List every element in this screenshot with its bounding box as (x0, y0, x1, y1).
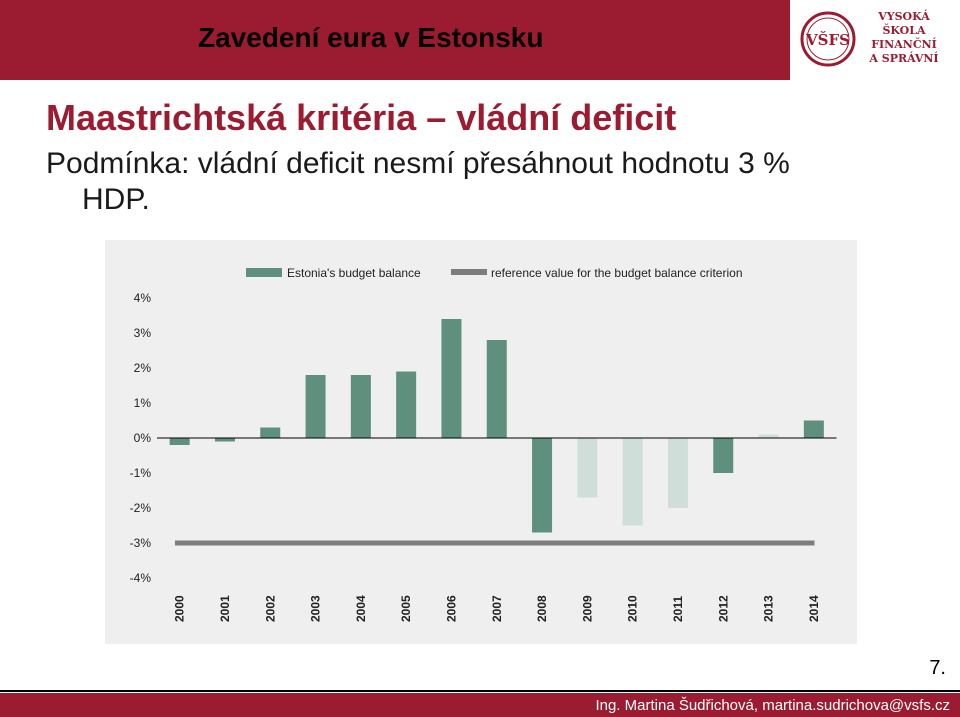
x-tick-label: 2008 (535, 595, 549, 622)
x-tick-label: 2009 (580, 595, 594, 622)
x-tick-label: 2002 (263, 595, 277, 622)
bar-2013 (758, 434, 779, 438)
chart-svg: Estonia's budget balance reference value… (130, 266, 837, 622)
slide-subtitle: Podmínka: vládní deficit nesmí přesáhnou… (46, 146, 866, 218)
bar-2008 (532, 438, 553, 533)
y-tick-label: 2% (134, 361, 152, 375)
bar-2010 (622, 438, 643, 526)
header-bar (0, 0, 790, 80)
subtitle-line-2: HDP. (82, 183, 150, 216)
page-number: 7. (929, 657, 946, 679)
y-tick-label: 0% (134, 431, 152, 445)
logo-text: VYSOKÁ ŠKOLA FINANČNÍ A SPRÁVNÍ (856, 10, 952, 66)
logo-seal-icon: VŠFS (800, 11, 856, 67)
bar-2014 (803, 420, 824, 438)
x-tick-label: 2003 (309, 595, 323, 622)
x-tick-label: 2001 (218, 595, 232, 622)
y-tick-label: -3% (130, 536, 152, 550)
header-title: Zavedení eura v Estonsku (198, 22, 544, 53)
bar-2012 (713, 438, 734, 473)
x-tick-label: 2004 (354, 595, 368, 622)
x-tick-label: 2013 (762, 595, 776, 622)
subtitle-line-1: Podmínka: vládní deficit nesmí přesáhnou… (46, 147, 790, 180)
x-tick-label: 2012 (716, 595, 730, 622)
legend-label-reference: reference value for the budget balance c… (491, 266, 743, 280)
bar-2003 (305, 375, 326, 438)
logo-line-2: FINANČNÍ (871, 38, 937, 51)
slide-title: Maastrichtská kritéria – vládní deficit (46, 97, 677, 138)
bar-2009 (577, 438, 598, 498)
y-tick-label: -4% (130, 571, 152, 585)
bar-2004 (350, 375, 371, 438)
bar-2001 (214, 438, 235, 442)
x-tick-label: 2006 (444, 595, 458, 622)
y-tick-label: 1% (134, 396, 152, 410)
x-tick-label: 2005 (399, 595, 413, 622)
footer-text: Ing. Martina Šudřichová, martina.sudrich… (595, 697, 950, 714)
footer-divider (0, 690, 960, 692)
bar-2005 (396, 371, 417, 438)
budget-balance-chart: Estonia's budget balance reference value… (105, 240, 857, 644)
x-tick-label: 2010 (626, 595, 640, 622)
y-tick-label: 4% (134, 291, 152, 305)
bar-series (169, 319, 824, 533)
bar-2011 (667, 438, 688, 508)
x-tick-label: 2014 (807, 595, 821, 622)
y-tick-label: 3% (134, 326, 152, 340)
logo-line-3: A SPRÁVNÍ (869, 52, 939, 65)
y-tick-label: -1% (130, 466, 152, 480)
y-axis: 4% 3% 2% 1% 0% -1% -2% -3% -4% (130, 291, 152, 585)
school-logo: VŠFS VYSOKÁ ŠKOLA FINANČNÍ A SPRÁVNÍ (798, 6, 954, 72)
x-axis: 2000 2001 2002 2003 2004 2005 2006 2007 2008 2009… (173, 595, 821, 622)
bar-2007 (486, 340, 507, 438)
bar-2000 (169, 438, 190, 445)
chart-legend: Estonia's budget balance reference value… (246, 266, 743, 280)
logo-line-1: VYSOKÁ ŠKOLA (878, 10, 930, 37)
x-tick-label: 2011 (671, 596, 685, 622)
logo-monogram: VŠFS (805, 31, 850, 49)
bar-2006 (441, 319, 462, 438)
x-tick-label: 2000 (173, 595, 187, 622)
footer-bar (0, 693, 960, 717)
bar-2002 (260, 427, 281, 438)
y-tick-label: -2% (130, 501, 152, 515)
legend-label-budget: Estonia's budget balance (287, 266, 421, 280)
legend-swatch-budget (246, 268, 282, 277)
legend-swatch-reference (451, 269, 487, 275)
x-tick-label: 2007 (490, 595, 504, 622)
